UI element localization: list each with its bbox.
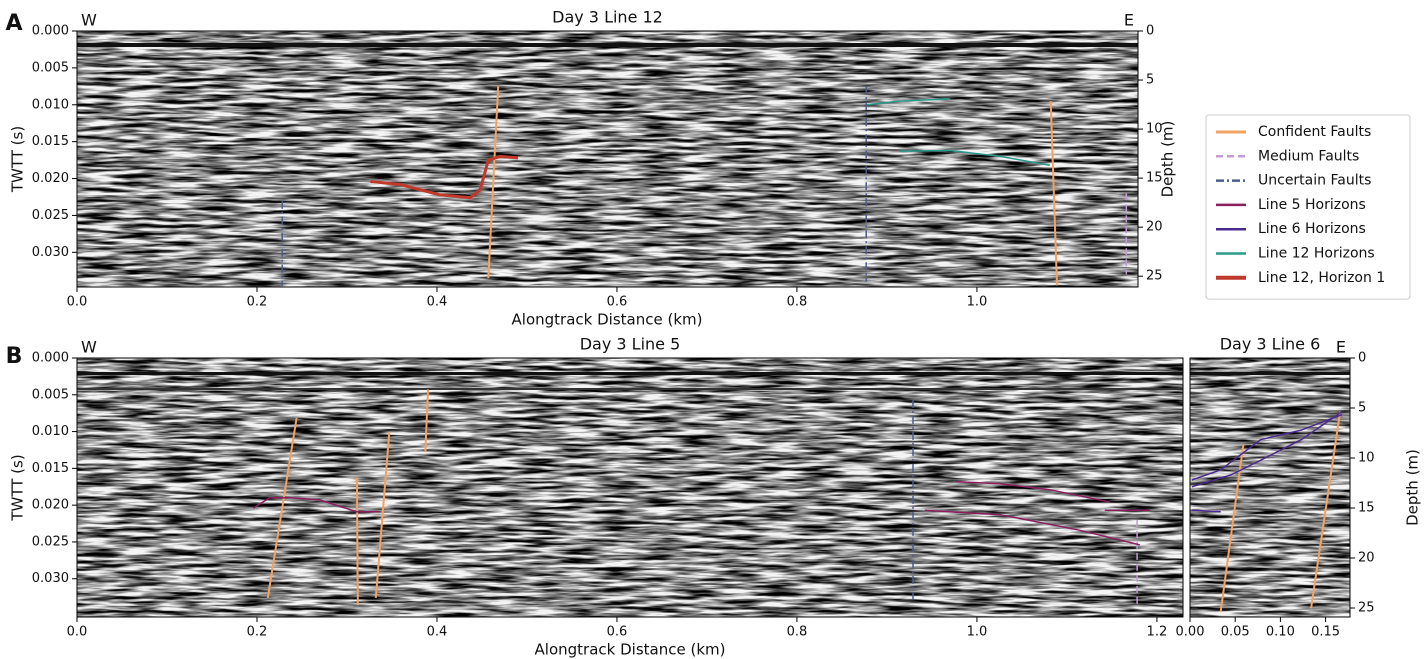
interpretation-line [355, 477, 359, 606]
y2-tick-label: 0 [1146, 24, 1154, 39]
y-tick-label: 0.010 [32, 97, 69, 112]
x-tick-label: 0.00 [1176, 625, 1205, 640]
east-label: E [1124, 11, 1134, 30]
y2-tick-label: 20 [1146, 220, 1163, 235]
y2-tick-label: 15 [1358, 501, 1375, 516]
x-tick-label: 1.0 [967, 625, 988, 640]
x-tick-label: 0.2 [247, 625, 268, 640]
x-tick-label: 0.05 [1221, 625, 1250, 640]
y2-tick-label: 10 [1146, 122, 1163, 137]
interpretation-line [1191, 411, 1343, 488]
y2-tick-label: 15 [1146, 171, 1163, 186]
x-tick-label: 0.8 [787, 625, 808, 640]
chart-title: Day 3 Line 5 [580, 335, 681, 354]
interpretation-line [487, 86, 500, 279]
y2-tick-label: 10 [1358, 451, 1375, 466]
y-axis-label: TWTT (s) [9, 126, 27, 193]
y2-tick-label: 25 [1146, 269, 1163, 284]
y-tick-label: 0.005 [32, 60, 69, 75]
interpretation-line [955, 480, 1111, 503]
section-b-background [77, 358, 1350, 617]
x-tick-label: 0.0 [67, 625, 88, 640]
east-label: E [1336, 338, 1346, 357]
interpretation-line [1219, 444, 1245, 612]
y-tick-label: 0.025 [32, 534, 69, 549]
x-tick-label: 0.4 [427, 625, 448, 640]
interpretation-line [370, 154, 519, 200]
y-tick-label: 0.005 [32, 387, 69, 402]
y-tick-label: 0.025 [32, 208, 69, 223]
interpretation-line [1191, 413, 1343, 481]
interpretation-line [1191, 509, 1221, 513]
plot-frame [76, 30, 1139, 288]
legend-label: Uncertain Faults [1258, 173, 1371, 189]
chart-title: Day 3 Line 12 [552, 8, 663, 27]
y2-axis-label: Depth (m) [1159, 121, 1177, 198]
y2-tick-label: 20 [1358, 551, 1375, 566]
x-tick-label: 1.2 [1147, 625, 1168, 640]
plot-frame [1189, 357, 1351, 618]
y2-tick-label: 5 [1358, 401, 1366, 416]
y2-axis-label: Depth (m) [1404, 449, 1422, 526]
chart-title: Day 3 Line 6 [1220, 335, 1321, 354]
x-tick-label: 0.10 [1266, 625, 1295, 640]
y2-tick-label: 0 [1358, 351, 1366, 366]
y-tick-label: 0.000 [32, 24, 69, 39]
x-tick-label: 0.0 [67, 295, 88, 310]
section-a-background [77, 31, 1138, 287]
interpretation-line [424, 389, 429, 453]
x-tick-label: 1.0 [967, 295, 988, 310]
interpretation-line [374, 432, 391, 598]
y2-tick-label: 5 [1146, 73, 1154, 88]
y-tick-label: 0.010 [32, 424, 69, 439]
x-tick-label: 0.4 [427, 295, 448, 310]
y2-tick-label: 25 [1358, 601, 1375, 616]
west-label: W [81, 338, 97, 357]
y-tick-label: 0.020 [32, 171, 69, 186]
x-tick-label: 0.15 [1311, 625, 1340, 640]
interpretation-line [266, 417, 298, 599]
interpretation-line [924, 509, 1140, 546]
legend-label: Line 5 Horizons [1258, 197, 1366, 213]
y-tick-label: 0.015 [32, 134, 69, 149]
west-label: W [81, 11, 97, 30]
panel-label: A [5, 11, 22, 36]
x-tick-label: 0.6 [607, 295, 628, 310]
interpretation-line [1310, 411, 1342, 609]
x-tick-label: 0.6 [607, 625, 628, 640]
y-tick-label: 0.030 [32, 571, 69, 586]
legend-label: Medium Faults [1258, 148, 1359, 164]
legend-label: Line 12 Horizons [1258, 246, 1375, 262]
legend-label: Line 12, Horizon 1 [1258, 270, 1385, 286]
y-tick-label: 0.015 [32, 461, 69, 476]
x-tick-label: 0.2 [247, 295, 268, 310]
x-tick-label: 0.8 [787, 295, 808, 310]
y-axis-label: TWTT (s) [9, 454, 27, 521]
legend-label: Line 6 Horizons [1258, 221, 1366, 237]
y-tick-label: 0.020 [32, 498, 69, 513]
interpretation-line [899, 149, 1050, 167]
x-axis-label: Alongtrack Distance (km) [512, 311, 703, 329]
x-axis-label: Alongtrack Distance (km) [535, 641, 726, 659]
legend-label: Confident Faults [1258, 124, 1371, 140]
y-tick-label: 0.000 [32, 351, 69, 366]
plot-frame [76, 357, 1184, 618]
interpretation-line [867, 98, 950, 106]
interpretation-line [252, 497, 381, 513]
interpretation-line [1049, 101, 1058, 286]
y-tick-label: 0.030 [32, 245, 69, 260]
legend-box [1205, 114, 1411, 300]
panel-label: B [6, 344, 23, 369]
